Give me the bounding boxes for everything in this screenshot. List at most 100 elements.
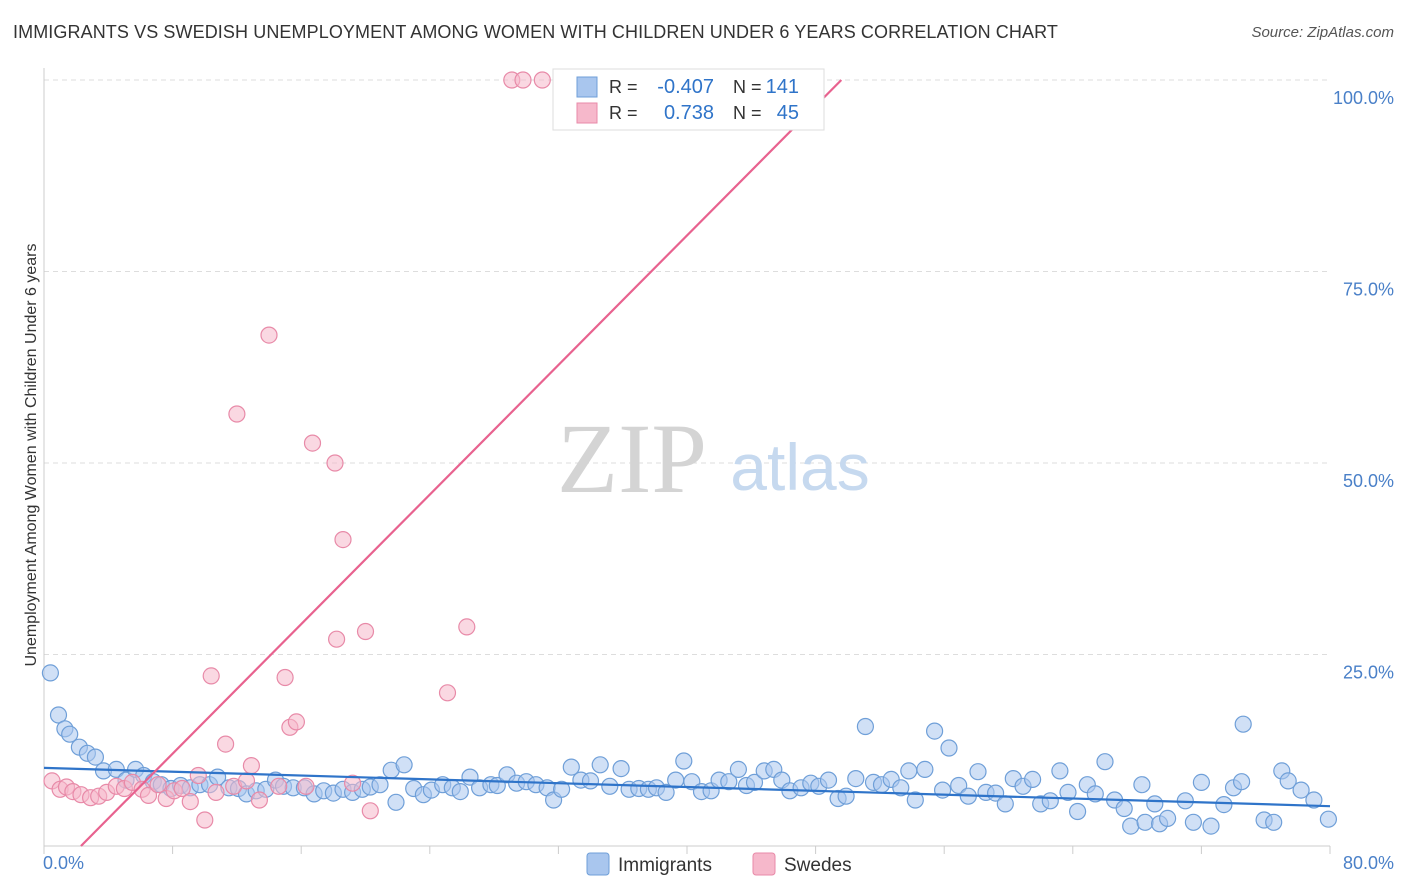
swedes-trend-line [80,79,843,847]
series-legend-label-immigrants[interactable]: Immigrants [618,855,712,876]
immigrants-point-126 [1184,813,1203,831]
immigrants-point-61 [601,777,619,795]
immigrants-point-131 [1232,773,1251,791]
immigrants-point-102 [969,763,987,781]
immigrants-point-99 [940,739,958,757]
swedes-point-19 [196,811,214,829]
series-swedes-points [43,71,551,829]
legend-swatch-swedes [576,102,598,124]
swedes-point-30 [276,668,294,687]
swedes-point-39 [356,622,375,641]
series-legend-label-swedes[interactable]: Swedes [784,855,852,876]
swedes-point-26 [242,756,260,775]
immigrants-point-128 [1202,817,1220,835]
immigrants-point-134 [1265,813,1283,831]
swedes-point-20 [202,667,220,685]
swedes-point-22 [217,735,235,753]
legend-r-value-immigrants: -0.407 [657,76,714,98]
series-legend-swatch-swedes[interactable] [752,852,776,876]
y-tick-labels: 25.0% 50.0% 75.0% 100.0% [1333,88,1394,683]
swedes-point-16 [173,779,191,798]
y-axis-label: Unemployment Among Women with Children U… [23,243,40,666]
immigrants-point-6 [86,748,105,766]
watermark-atlas: atlas [730,430,869,504]
immigrants-point-129 [1215,795,1233,814]
swedes-point-33 [297,777,315,795]
swedes-point-40 [361,802,379,820]
swedes-point-18 [189,766,207,785]
immigrants-point-93 [892,779,910,797]
series-legend-swatch-immigrants[interactable] [586,852,610,876]
immigrants-point-120 [1133,776,1151,794]
swedes-point-42 [458,618,476,636]
legend-n-value-swedes: 45 [777,102,799,124]
immigrants-point-89 [856,717,875,736]
immigrants-point-137 [1292,781,1310,799]
swedes-point-17 [181,792,199,811]
swedes-point-13 [149,776,167,794]
immigrants-point-77 [745,773,764,792]
immigrants-point-0 [41,664,60,682]
immigrants-point-62 [612,759,630,778]
immigrants-point-1 [49,706,68,724]
immigrants-point-45 [451,782,469,801]
y-tick-label-3: 100.0% [1333,88,1394,108]
immigrants-point-127 [1192,773,1211,792]
y-tick-label-0: 25.0% [1343,663,1394,683]
immigrants-point-139 [1319,810,1338,828]
stats-legend-box [552,68,825,131]
series-legend: Immigrants Swedes [586,852,852,876]
immigrants-point-112 [1059,783,1077,802]
stats-legend: R = -0.407 N = 141 R = 0.738 N = 45 [552,68,825,131]
swedes-point-34 [303,434,322,452]
swedes-point-12 [139,786,158,805]
swedes-point-37 [334,530,352,549]
immigrants-point-138 [1305,791,1323,809]
immigrants-point-100 [950,776,968,795]
immigrants-point-39 [395,756,413,774]
immigrants-point-88 [847,769,865,788]
trend-lines [43,79,1331,847]
immigrants-point-67 [657,783,675,802]
watermark-zip: ZIP [557,403,707,514]
immigrants-point-94 [900,762,918,780]
immigrants-point-119 [1122,817,1140,835]
grid-lines [44,79,1330,655]
swedes-point-27 [250,791,268,809]
immigrants-point-36 [371,776,389,794]
swedes-point-36 [328,630,346,648]
swedes-point-44 [514,71,532,89]
immigrants-point-59 [581,772,600,790]
x-tick-labels: 0.0% 80.0% [43,853,1394,873]
legend-n-label-immigrants: N = [733,77,762,97]
immigrants-point-132 [1234,715,1252,733]
swedes-point-35 [326,454,344,472]
swedes-point-38 [344,774,362,792]
immigrants-point-122 [1146,795,1164,813]
immigrants-point-74 [720,773,738,791]
immigrants-point-38 [387,793,405,811]
watermark: ZIP atlas [557,403,870,514]
immigrants-point-115 [1086,785,1104,803]
immigrants-point-118 [1115,799,1133,818]
immigrants-point-136 [1279,772,1297,790]
y-tick-label-2: 75.0% [1343,280,1394,300]
immigrants-point-75 [729,760,748,779]
swedes-point-41 [438,684,457,702]
immigrants-point-60 [591,756,609,774]
immigrants-point-111 [1051,762,1069,780]
legend-r-label-immigrants: R = [609,77,638,97]
swedes-point-29 [270,777,288,795]
immigrants-point-116 [1096,753,1114,771]
immigrants-point-108 [1023,770,1042,789]
immigrants-point-56 [552,780,571,798]
swedes-point-28 [260,326,278,344]
swedes-point-25 [237,772,256,790]
legend-n-label-swedes: N = [733,103,762,123]
legend-swatch-immigrants [576,76,598,98]
immigrants-trend-line [43,766,1331,808]
x-tick-label-max: 80.0% [1343,853,1394,873]
immigrants-point-110 [1041,792,1059,810]
legend-r-value-swedes: 0.738 [664,102,714,124]
